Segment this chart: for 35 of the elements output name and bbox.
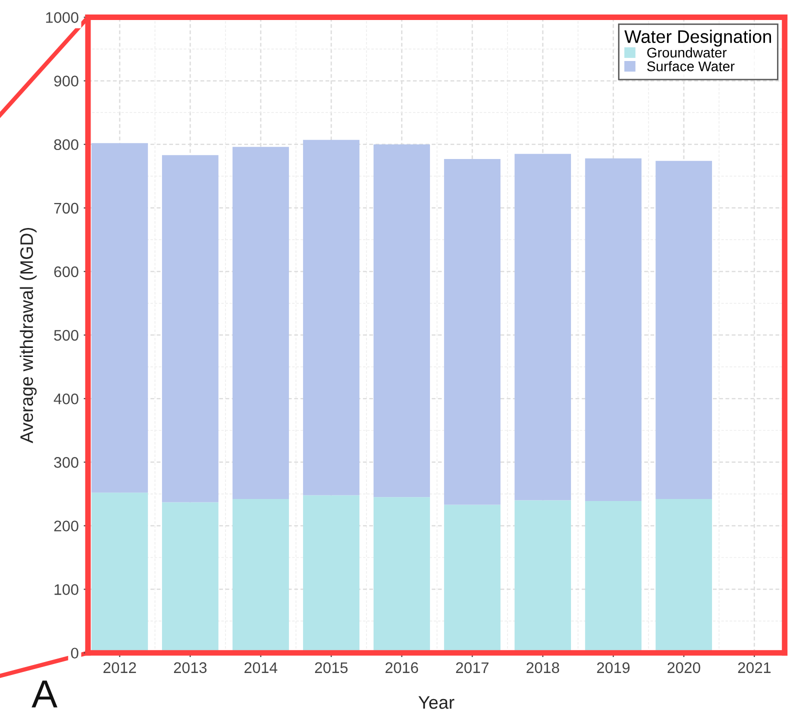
bar: [444, 158, 500, 505]
y-tick-label: 300: [54, 457, 78, 468]
y-tick-label: 800: [54, 139, 78, 150]
x-axis-title: Year: [418, 696, 454, 709]
bar: [656, 160, 712, 500]
y-axis-title: Average withdrawal (MGD): [20, 228, 37, 444]
x-tick-label: 2014: [244, 662, 278, 674]
x-tick-label: 2018: [526, 662, 560, 674]
bar: [514, 154, 571, 500]
x-tick-label: 2021: [738, 662, 771, 674]
x-tick-label: 2015: [315, 662, 348, 674]
y-tick-label: 400: [54, 393, 78, 404]
legend-label: Groundwater: [647, 47, 727, 58]
bar: [232, 146, 289, 500]
bar: [162, 155, 218, 502]
x-tick-label: 2016: [386, 662, 418, 674]
y-tick-label: 200: [54, 520, 78, 532]
bar: [303, 140, 360, 496]
y-tick-label: 100: [54, 584, 78, 595]
y-tick-label: 600: [54, 266, 78, 278]
y-tick-label: 1000: [46, 12, 78, 23]
x-tick-label: 2012: [103, 662, 136, 674]
bar: [585, 158, 642, 501]
y-tick-label: 900: [54, 76, 78, 86]
y-tick-label: 700: [54, 202, 78, 214]
x-tick-label: 2020: [668, 662, 700, 674]
text: A: [32, 680, 58, 708]
legend-label: Surface Water: [647, 61, 735, 72]
x-tick-label: 2013: [174, 662, 207, 674]
bar: [374, 144, 430, 498]
x-tick-label: 2017: [456, 662, 489, 674]
x-tick-label: 2019: [597, 662, 630, 674]
legend-title: Water Designation: [624, 30, 771, 47]
y-tick-label: 0: [71, 648, 78, 659]
y-tick-label: 500: [54, 330, 78, 341]
